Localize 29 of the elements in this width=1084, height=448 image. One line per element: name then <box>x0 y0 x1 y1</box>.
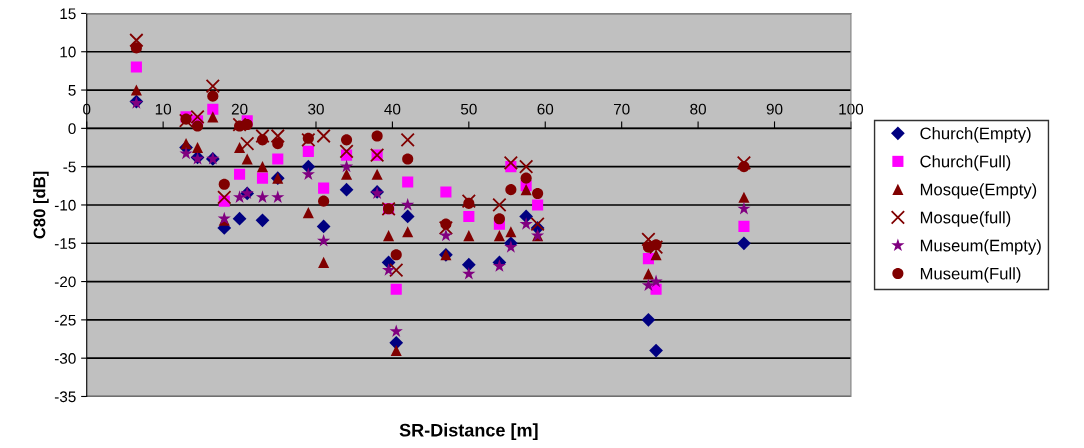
x-tick-label: 30 <box>308 103 324 115</box>
x-axis-title: SR-Distance [m] <box>399 423 538 441</box>
y-tick-label: 5 <box>68 85 76 96</box>
x-tick-label: 20 <box>231 103 248 115</box>
x-tick-label: 60 <box>537 103 554 115</box>
y-tick-label: -15 <box>54 238 76 249</box>
y-tick-label: -10 <box>54 199 76 211</box>
y-tick-label: -5 <box>63 161 76 173</box>
x-tick-label: 10 <box>155 103 172 115</box>
y-tick-label: -25 <box>54 314 76 326</box>
x-tick-label: 100 <box>839 103 864 115</box>
legend-label: Museum(Empty) <box>920 239 1041 255</box>
legend-label: Museum(Full) <box>920 267 1021 283</box>
x-tick-label: 70 <box>613 103 630 115</box>
legend-label: Church(Empty) <box>920 127 1031 143</box>
y-tick-label: 0 <box>68 123 76 135</box>
y-tick-label: 15 <box>60 8 76 20</box>
legend-label: Church(Full) <box>920 155 1011 171</box>
x-tick-label: 80 <box>690 103 706 115</box>
y-tick-label: -30 <box>54 353 76 364</box>
legend-label: Mosque(Empty) <box>920 183 1037 199</box>
x-tick-label: 40 <box>384 103 401 115</box>
y-tick-label: 10 <box>60 46 76 58</box>
legend-label: Mosque(full) <box>920 211 1011 227</box>
y-tick-label: -35 <box>54 391 76 403</box>
y-tick-label: -20 <box>54 276 76 288</box>
y-axis-title: C80 [dB] <box>33 171 49 239</box>
x-tick-label: 90 <box>766 103 783 115</box>
x-tick-label: 50 <box>460 103 477 115</box>
